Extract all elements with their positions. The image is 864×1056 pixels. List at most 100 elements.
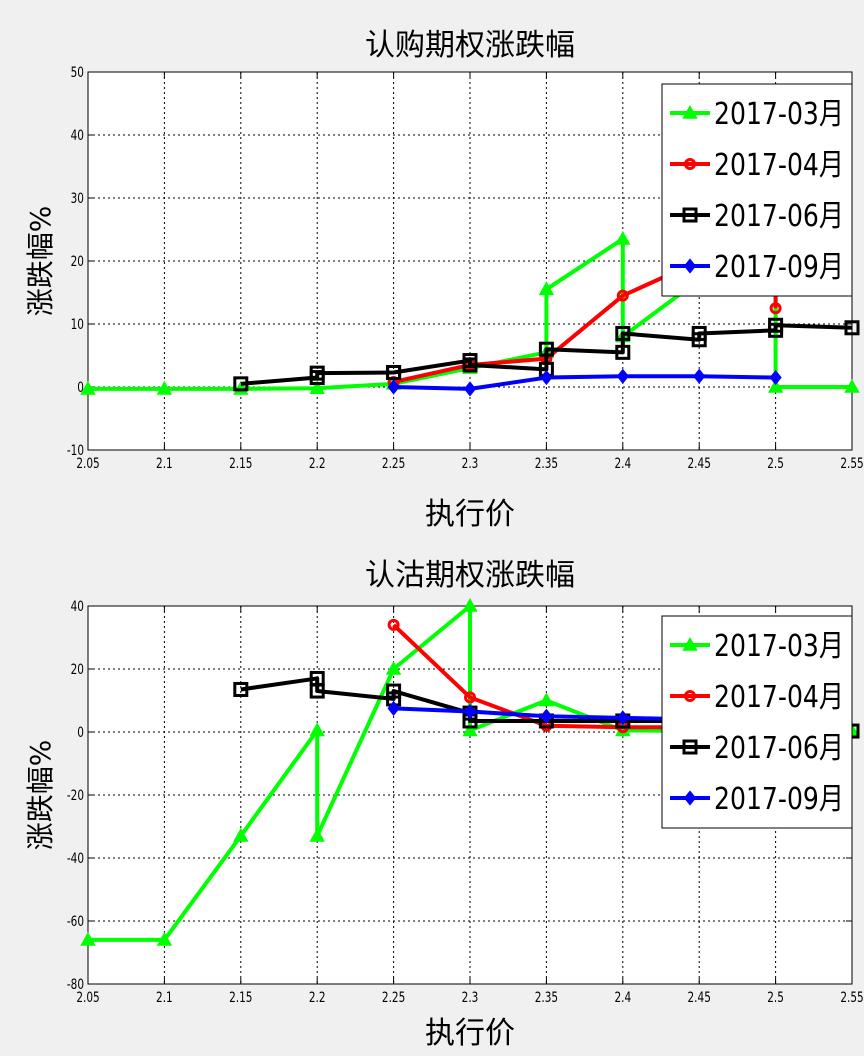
data-point [309, 365, 325, 381]
x-tick-label: 2.25 [382, 456, 405, 472]
data-point [615, 344, 631, 360]
data-point [540, 708, 553, 724]
x-tick-label: 2.05 [76, 456, 99, 472]
x-tick-label: 2.4 [614, 990, 631, 1006]
y-tick-label: 50 [71, 65, 84, 81]
y-tick-label: -80 [67, 977, 84, 993]
data-point [233, 376, 249, 392]
x-tick-label: 2.3 [462, 990, 479, 1006]
series-3 [233, 317, 860, 392]
data-point [386, 365, 402, 381]
x-tick-label: 2.2 [309, 456, 326, 472]
x-tick-label: 2.4 [614, 456, 631, 472]
data-point [844, 378, 860, 393]
y-axis-label: 涨跌幅% [24, 740, 57, 851]
x-tick-label: 2.15 [229, 456, 252, 472]
legend-label: 2017-03月 [714, 97, 844, 132]
data-point [463, 703, 477, 720]
x-tick-label: 2.35 [535, 990, 558, 1006]
x-tick-label: 2.2 [309, 990, 326, 1006]
data-point [233, 681, 249, 697]
data-point [464, 691, 476, 704]
y-tick-label: 0 [77, 380, 84, 396]
data-point [769, 369, 782, 386]
legend-label: 2017-09月 [714, 782, 844, 817]
data-point [615, 325, 631, 341]
data-point [462, 597, 478, 612]
x-tick-label: 2.1 [156, 456, 173, 472]
data-point [538, 341, 554, 357]
y-tick-label: 20 [71, 662, 84, 678]
data-point [691, 325, 707, 341]
x-tick-label: 2.45 [688, 456, 711, 472]
data-point [233, 827, 249, 842]
data-point [540, 369, 553, 386]
data-point [683, 258, 697, 274]
data-point [387, 700, 400, 716]
chart-title: 认购期权涨跌幅 [365, 28, 575, 63]
data-point [387, 618, 400, 631]
legend-label: 2017-04月 [714, 148, 844, 183]
data-point [616, 710, 629, 726]
x-tick-label: 2.3 [462, 456, 479, 472]
x-tick-label: 2.5 [767, 990, 784, 1006]
legend-box [661, 615, 853, 829]
data-point [80, 380, 96, 395]
data-point [309, 683, 325, 699]
y-tick-label: 0 [77, 725, 84, 741]
data-point [682, 207, 698, 223]
data-point [309, 380, 325, 395]
data-point [309, 722, 325, 737]
x-tick-label: 2.25 [382, 990, 405, 1006]
legend-label: 2017-06月 [714, 731, 844, 766]
x-tick-label: 2.55 [840, 990, 863, 1006]
series-line [240, 323, 853, 386]
data-point [156, 380, 173, 395]
legend-label: 2017-03月 [714, 629, 844, 664]
data-point [615, 230, 631, 245]
y-tick-label: 20 [71, 254, 84, 270]
y-tick-label: -60 [67, 914, 84, 930]
data-point [156, 931, 173, 946]
data-point [538, 692, 555, 707]
legend-label: 2017-04月 [714, 680, 844, 715]
data-point [767, 378, 784, 393]
series-4 [387, 368, 782, 397]
y-tick-label: 40 [71, 599, 84, 615]
legend: 2017-03月 2017-04月 2017-06月 2017-09月 [661, 83, 853, 297]
data-point [682, 636, 698, 651]
legend-label: 2017-06月 [714, 199, 844, 234]
y-tick-label: -20 [67, 788, 84, 804]
chart-1: 2.05 2.1 2.15 2.2 2.25 2.3 2.35 2.4 2.45 2.5 2.55 -… [24, 28, 864, 532]
data-point [684, 158, 696, 170]
x-tick-label: 2.05 [76, 990, 99, 1006]
data-point [463, 381, 477, 397]
data-point [684, 690, 696, 702]
series-line [393, 374, 776, 391]
y-axis-label: 涨跌幅% [24, 206, 57, 317]
data-point [309, 827, 325, 842]
data-point [387, 379, 400, 395]
legend-label: 2017-09月 [714, 250, 844, 285]
x-tick-label: 2.1 [156, 990, 173, 1006]
data-point [385, 660, 402, 675]
y-tick-label: -10 [67, 443, 84, 459]
data-point [682, 739, 698, 755]
chart-2: 2.05 2.1 2.15 2.2 2.25 2.3 2.35 2.4 2.45 2.5 2.55 -… [24, 558, 864, 1051]
data-point [616, 289, 629, 302]
data-point [462, 357, 478, 373]
x-axis-label: 执行价 [425, 497, 515, 532]
y-tick-label: -40 [67, 851, 84, 867]
data-point [768, 317, 784, 333]
data-point [682, 104, 698, 119]
data-point [386, 683, 402, 699]
x-tick-label: 2.55 [840, 456, 863, 472]
data-point [80, 931, 96, 946]
data-point [616, 368, 629, 384]
x-tick-label: 2.5 [767, 456, 784, 472]
data-point [844, 320, 860, 336]
data-point [538, 281, 555, 296]
y-tick-label: 40 [71, 128, 84, 144]
data-point [769, 302, 782, 315]
